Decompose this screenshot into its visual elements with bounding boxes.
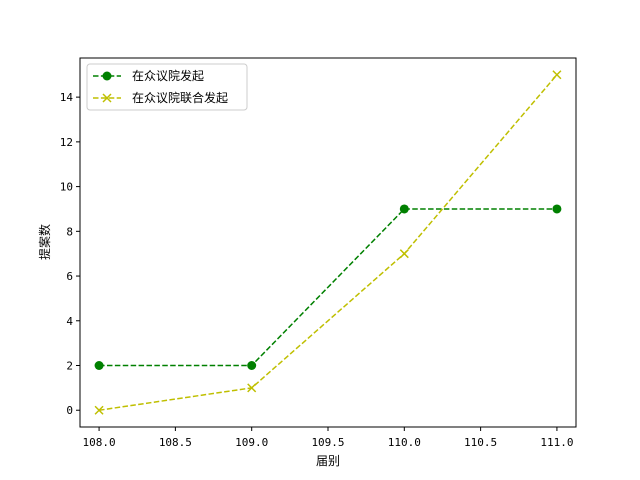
legend-box <box>86 63 248 111</box>
x-tick-label: 108.0 <box>83 436 116 449</box>
legend-entry-series-0: 在众议院发起 <box>93 68 204 83</box>
y-tick-label: 10 <box>60 181 73 194</box>
x-tick-label: 109.0 <box>235 436 268 449</box>
x-axis-ticks: 108.0 108.5 109.0 109.5 110.0 110.5 111.0 <box>83 427 573 449</box>
y-axis-label: 提案数 <box>37 224 52 260</box>
y-tick-label: 4 <box>66 315 73 328</box>
data-point-0-2 <box>399 204 409 214</box>
y-tick-label: 2 <box>66 360 73 373</box>
y-tick-label: 0 <box>66 404 73 417</box>
x-tick-label: 110.0 <box>388 436 421 449</box>
legend-marker-circle <box>102 71 112 81</box>
y-tick-label: 14 <box>60 91 74 104</box>
y-tick-label: 8 <box>66 225 73 238</box>
legend-label-series-1: 在众议院联合发起 <box>132 90 228 105</box>
series-line-1 <box>98 74 558 411</box>
y-axis-ticks: 0 2 4 6 8 10 12 14 <box>60 91 80 417</box>
series-layer <box>94 70 562 415</box>
data-point-0-0 <box>94 361 104 370</box>
data-point-0-1 <box>247 361 257 370</box>
legend-marker-x <box>102 93 112 103</box>
x-tick-label: 109.5 <box>311 436 344 449</box>
legend-label-series-0: 在众议院发起 <box>132 68 204 83</box>
y-tick-label: 6 <box>66 270 73 283</box>
data-point-1-1 <box>247 383 257 393</box>
y-tick-label: 12 <box>60 136 73 149</box>
legend-entry-series-1: 在众议院联合发起 <box>93 90 228 105</box>
data-point-1-2 <box>399 249 409 259</box>
data-point-1-3 <box>552 70 562 80</box>
x-tick-label: 108.5 <box>159 436 192 449</box>
data-point-1-0 <box>94 405 104 415</box>
data-point-0-3 <box>552 204 562 214</box>
legend: 在众议院发起 在众议院联合发起 <box>86 63 248 111</box>
x-axis-label: 届别 <box>316 454 340 468</box>
x-tick-label: 111.0 <box>540 436 573 449</box>
series-line-0 <box>99 208 557 367</box>
plot-area <box>80 58 576 427</box>
x-tick-label: 110.5 <box>464 436 497 449</box>
